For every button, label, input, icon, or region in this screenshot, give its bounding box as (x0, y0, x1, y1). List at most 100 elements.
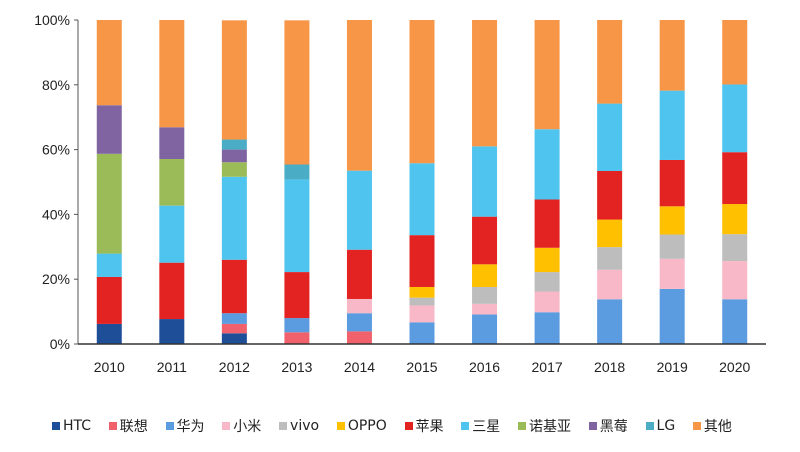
legend-label: 黑莓 (599, 419, 628, 435)
legend-swatch (165, 422, 174, 430)
x-tick-label: 2016 (469, 359, 500, 375)
bar-segment-2017-小米 (534, 291, 560, 313)
bar-segment-2018-其他 (597, 20, 623, 104)
bar-segment-2016-OPPO (472, 264, 498, 287)
bar-segment-2011-苹果 (159, 262, 185, 320)
bar-segment-2020-苹果 (722, 152, 748, 205)
legend-label: vivo (290, 418, 320, 434)
y-tick-label: 60% (42, 142, 70, 158)
legend-swatch (692, 422, 701, 430)
bar-segment-2017-苹果 (534, 199, 560, 248)
bar-segment-2018-华为 (597, 299, 623, 344)
legend-item: 小米 (222, 416, 261, 436)
bar-segment-2016-其他 (472, 20, 498, 147)
bar-segment-2015-苹果 (409, 235, 435, 287)
legend-swatch (336, 422, 345, 430)
bar-segment-2012-三星 (221, 176, 247, 260)
bar-segment-2011-其他 (159, 20, 185, 128)
bar-segment-2018-OPPO (597, 219, 623, 248)
bar-segment-2013-苹果 (284, 272, 310, 319)
legend-label: HTC (63, 418, 92, 434)
bar-segment-2017-其他 (534, 20, 560, 130)
bar-segment-2019-三星 (659, 90, 685, 160)
legend-item: 黑莓 (588, 416, 628, 436)
bar-segment-2012-诺基亚 (221, 162, 247, 177)
legend-item: LG (645, 418, 676, 434)
legend-item: OPPO (336, 418, 387, 434)
bar-segment-2010-苹果 (96, 276, 122, 324)
legend-label: 诺基亚 (529, 419, 572, 435)
legend-label: 小米 (233, 419, 262, 435)
x-tick-label: 2012 (219, 359, 250, 375)
bar-segment-2013-华为 (284, 318, 310, 333)
bar-segment-2010-其他 (96, 20, 122, 106)
bar-segment-2020-OPPO (722, 204, 748, 235)
bar-segment-2013-其他 (284, 20, 310, 165)
bar-segment-2010-诺基亚 (96, 153, 122, 254)
bar-segment-2017-vivo (534, 272, 560, 292)
legend-label: LG (656, 418, 676, 434)
bar-segment-2018-vivo (597, 247, 623, 270)
bar-segment-2011-三星 (159, 205, 185, 263)
legend-label: 其他 (703, 419, 732, 435)
bar-segment-2014-苹果 (346, 249, 372, 299)
bar-segment-2020-三星 (722, 84, 748, 153)
legend: HTC 联想 华为 小米 vivo OPPO 苹果 三星 诺基亚 黑莓 LG 其他 (52, 416, 732, 436)
bar-segment-2012-HTC (221, 333, 247, 344)
bar-segment-2015-小米 (409, 305, 435, 323)
bar-segment-2015-OPPO (409, 286, 435, 298)
legend-item: 华为 (165, 416, 205, 436)
legend-swatch (518, 422, 527, 430)
y-tick-label: 40% (42, 206, 70, 222)
bar-segment-2016-小米 (472, 303, 498, 315)
legend-swatch (461, 422, 470, 430)
bar-segment-2019-其他 (659, 20, 685, 91)
bar-segment-2017-华为 (534, 312, 560, 344)
x-tick-label: 2011 (157, 359, 187, 375)
x-tick-label: 2013 (281, 359, 312, 375)
bar-segment-2020-vivo (722, 234, 748, 262)
bar-segment-2017-三星 (534, 129, 560, 200)
x-tick-label: 2010 (94, 359, 125, 375)
legend-item: 其他 (692, 416, 732, 436)
y-tick-label: 100% (34, 12, 70, 28)
bar-segment-2019-小米 (659, 258, 685, 289)
bar-segment-2014-华为 (346, 313, 372, 332)
bar-segment-2014-其他 (346, 20, 372, 171)
bar-segment-2012-苹果 (221, 259, 247, 314)
bar-segment-2016-vivo (472, 286, 498, 304)
bar-segment-2017-OPPO (534, 247, 560, 273)
legend-item: 诺基亚 (518, 416, 571, 436)
bar-segment-2020-华为 (722, 299, 748, 344)
bar-segment-2012-黑莓 (221, 149, 247, 163)
bar-segment-2013-联想 (284, 332, 310, 344)
legend-item: 苹果 (404, 416, 444, 436)
bar-segment-2018-小米 (597, 269, 623, 300)
bar-segment-2020-小米 (722, 261, 748, 300)
legend-label: 苹果 (415, 419, 444, 435)
legend-swatch (52, 422, 60, 430)
bar-segment-2011-诺基亚 (159, 158, 185, 206)
bar-segment-2012-联想 (221, 323, 247, 334)
legend-item: 联想 (108, 416, 148, 436)
bar-segment-2014-小米 (346, 298, 372, 314)
bar-segment-2015-华为 (409, 322, 435, 344)
bar-segment-2020-其他 (722, 20, 748, 85)
legend-swatch (108, 422, 117, 430)
x-tick-label: 2014 (344, 359, 375, 375)
bar-segment-2010-HTC (96, 323, 122, 344)
bar-segment-2019-vivo (659, 234, 685, 259)
legend-swatch (279, 422, 288, 430)
bar-segment-2014-三星 (346, 170, 372, 250)
legend-item: vivo (279, 418, 319, 434)
y-tick-label: 0% (50, 336, 70, 352)
bar-segment-2013-LG (284, 164, 310, 180)
bar-segment-2015-vivo (409, 297, 435, 306)
bar-segment-2015-三星 (409, 163, 435, 236)
x-tick-label: 2018 (594, 359, 625, 375)
bar-segment-2010-三星 (96, 253, 122, 277)
legend-label: 华为 (176, 419, 205, 435)
legend-item: HTC (52, 418, 91, 434)
y-tick-label: 20% (42, 271, 70, 287)
stacked-bar-chart: 0% 20% 40% 60% 80% 100% 2010 2011 2012 2013 2014 20… (34, 12, 766, 375)
